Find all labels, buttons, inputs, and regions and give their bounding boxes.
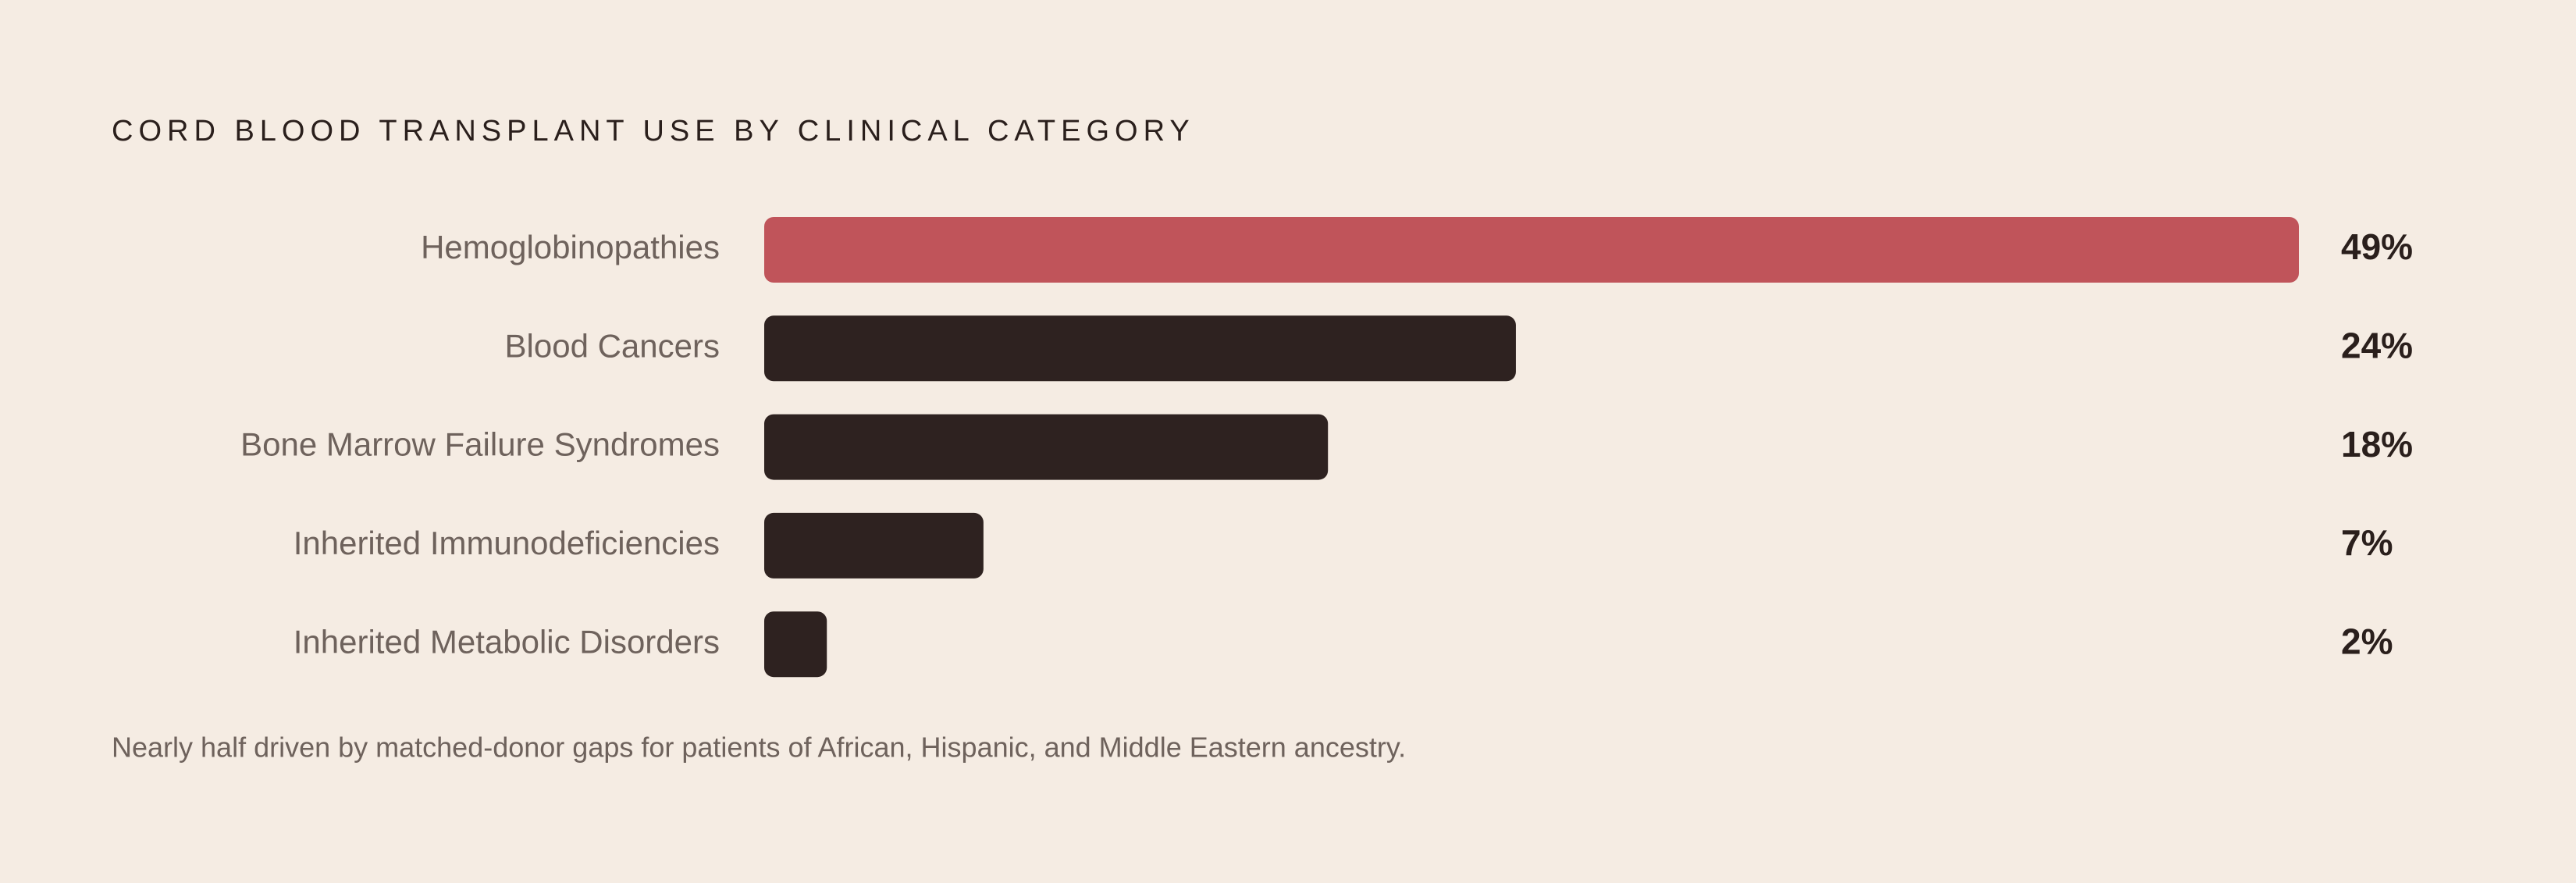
- bar: [764, 217, 2299, 283]
- category-label: Blood Cancers: [505, 327, 720, 364]
- value-label: 18%: [2341, 424, 2413, 465]
- value-label: 7%: [2341, 522, 2393, 563]
- chart-title: CORD BLOOD TRANSPLANT USE BY CLINICAL CA…: [112, 115, 1195, 148]
- bar: [764, 611, 827, 678]
- category-label: Bone Marrow Failure Syndromes: [240, 426, 720, 463]
- bar: [764, 315, 1516, 382]
- value-label: 49%: [2341, 226, 2413, 267]
- bar: [764, 414, 1329, 480]
- category-label: Hemoglobinopathies: [421, 229, 720, 265]
- bar: [764, 512, 984, 579]
- category-label: Inherited Metabolic Disorders: [294, 623, 720, 660]
- value-label: 24%: [2341, 325, 2413, 365]
- value-label: 2%: [2341, 621, 2393, 661]
- chart-note: Nearly half driven by matched-donor gaps…: [112, 732, 1406, 764]
- category-label: Inherited Immunodeficiencies: [294, 525, 720, 561]
